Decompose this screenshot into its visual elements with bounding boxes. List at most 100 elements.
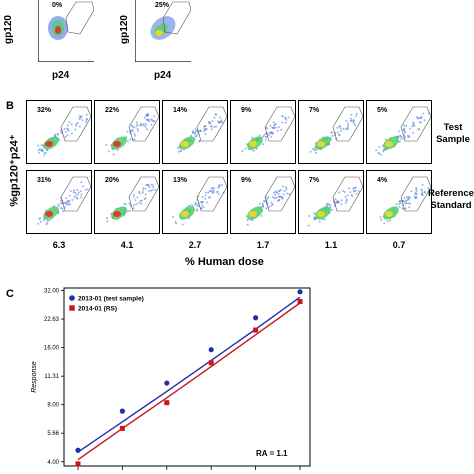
event-dot <box>407 198 410 201</box>
event-dot <box>353 122 356 125</box>
event-dot <box>383 148 386 151</box>
event-dot <box>136 123 139 126</box>
event-dot <box>342 128 345 130</box>
event-dot <box>78 125 81 128</box>
gate-polygon <box>264 106 295 142</box>
event-dot <box>39 220 42 223</box>
event-dot <box>347 124 350 127</box>
event-dot <box>355 112 358 115</box>
flow-plot <box>106 176 159 223</box>
event-dot <box>404 207 407 210</box>
event-dot <box>386 220 389 223</box>
event-dot <box>105 143 108 146</box>
event-dot <box>146 118 149 121</box>
event-dot <box>263 134 266 137</box>
event-dot <box>194 203 197 206</box>
event-dot <box>408 206 411 209</box>
event-dot <box>276 129 279 132</box>
panel-a-plot-1: 0% <box>37 0 95 63</box>
event-dot <box>204 125 207 127</box>
event-dot <box>131 125 134 128</box>
event-dot <box>40 144 43 147</box>
event-dot <box>45 152 48 155</box>
event-dot <box>133 126 136 129</box>
event-dot <box>68 121 71 124</box>
event-dot <box>413 124 416 127</box>
event-dot <box>43 151 46 154</box>
event-dot <box>37 144 40 147</box>
event-dot <box>405 202 408 205</box>
event-dot <box>282 193 285 196</box>
event-dot <box>283 190 286 192</box>
event-dot <box>403 131 406 133</box>
event-dot <box>62 210 65 213</box>
event-dot <box>265 135 268 138</box>
gate-polygon <box>128 176 159 212</box>
event-dot <box>331 209 334 211</box>
event-dot <box>313 217 316 220</box>
event-dot <box>380 218 383 221</box>
event-dot <box>190 134 192 137</box>
event-dot <box>318 220 321 223</box>
event-dot <box>147 189 150 192</box>
event-dot <box>260 215 263 217</box>
event-dot <box>53 134 56 137</box>
event-dot <box>205 128 208 130</box>
event-dot <box>414 192 417 195</box>
gate-polygon <box>65 1 95 35</box>
fit-line-0 <box>77 296 301 453</box>
event-dot <box>379 216 382 219</box>
event-dot <box>57 203 60 206</box>
event-dot <box>68 199 71 202</box>
event-dot <box>213 187 215 190</box>
event-dot <box>220 119 223 122</box>
event-dot <box>403 196 406 199</box>
event-dot <box>38 151 40 154</box>
event-dot <box>353 186 356 189</box>
event-dot <box>288 193 291 196</box>
event-dot <box>68 194 71 197</box>
event-dot <box>336 126 339 129</box>
event-dot <box>76 189 79 191</box>
event-dot <box>112 153 115 156</box>
flow-plot <box>37 106 91 157</box>
flow-plot-cell: 14% <box>162 100 228 164</box>
event-dot <box>134 134 137 137</box>
y-axis-label: gp120 <box>2 15 14 44</box>
density-peak <box>113 141 121 147</box>
data-point <box>297 289 303 295</box>
panel-c-letter: C <box>6 288 14 300</box>
event-dot <box>423 190 426 193</box>
percent-label: 5% <box>375 107 390 114</box>
event-dot <box>345 199 348 202</box>
event-dot <box>79 190 82 193</box>
percent-label: 4% <box>375 177 390 184</box>
event-dot <box>64 135 67 138</box>
event-dot <box>398 140 401 143</box>
flow-plot <box>37 0 95 63</box>
event-dot <box>403 200 406 203</box>
event-dot <box>193 132 196 135</box>
event-dot <box>194 135 197 138</box>
event-dot <box>246 223 249 226</box>
event-dot <box>208 121 211 124</box>
event-dot <box>177 147 179 150</box>
event-dot <box>271 196 274 199</box>
event-dot <box>73 196 76 199</box>
flow-plot-cell: 31% <box>26 170 92 234</box>
event-dot <box>135 203 138 206</box>
event-dot <box>174 221 177 223</box>
data-point <box>75 461 81 467</box>
event-dot <box>346 194 349 197</box>
event-dot <box>59 199 62 202</box>
event-dot <box>427 187 430 189</box>
event-dot <box>286 192 289 195</box>
event-dot <box>398 202 401 205</box>
flow-plot <box>37 176 91 226</box>
event-dot <box>345 198 348 201</box>
event-dot <box>279 195 282 198</box>
y-axis-label: Response <box>31 361 38 393</box>
event-dot <box>71 199 74 201</box>
event-dot <box>352 119 355 122</box>
event-dot <box>265 207 268 210</box>
